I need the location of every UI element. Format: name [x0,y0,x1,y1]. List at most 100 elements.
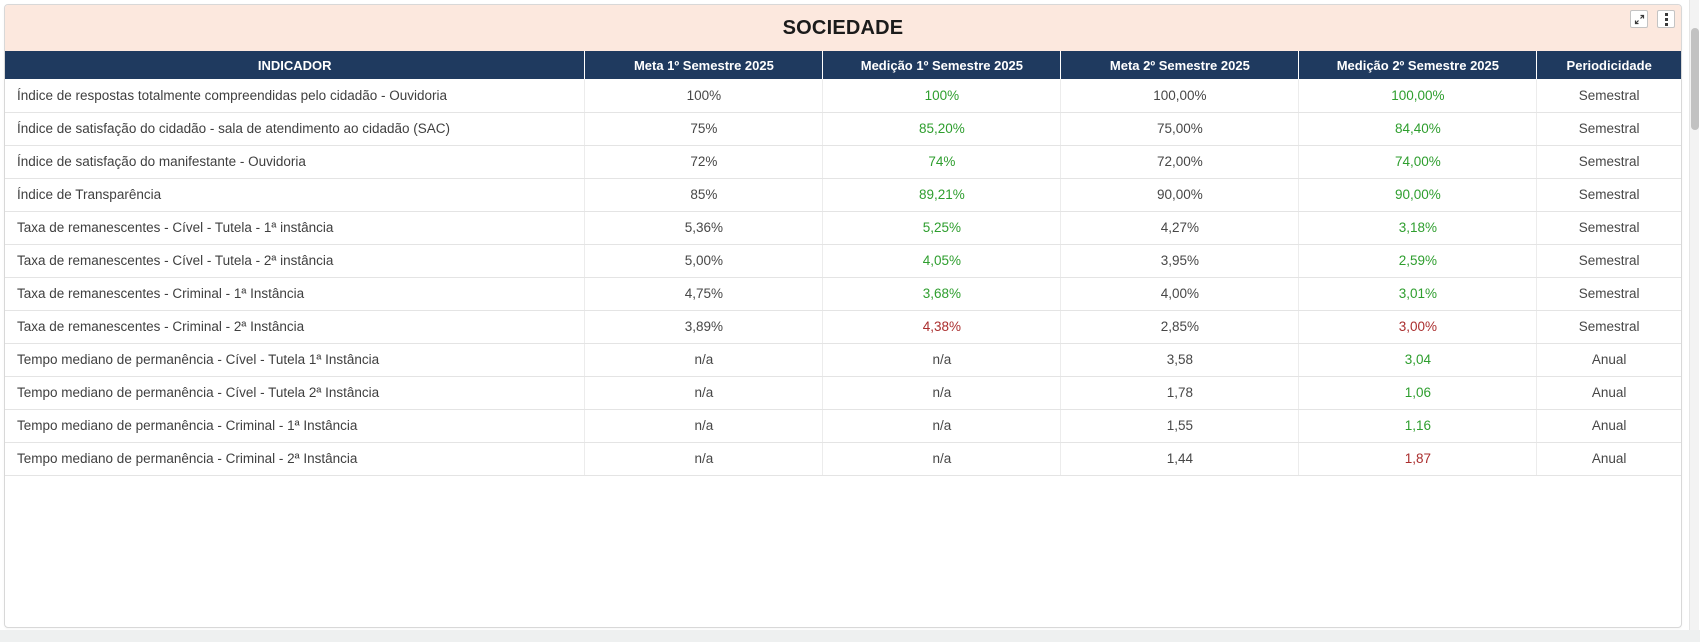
medicao-1-value-cell: 4,38% [822,310,1062,344]
meta-2-value-cell: 3,95% [1060,244,1300,278]
meta-2-value-cell: 4,00% [1060,277,1300,311]
table-row: Taxa de remanescentes - Cível - Tutela -… [5,211,1681,245]
medicao-2-value-cell: 3,04 [1298,343,1538,377]
indicator-name-cell: Tempo mediano de permanência - Cível - T… [5,376,586,410]
medicao-2-value-cell: 84,40% [1298,112,1538,146]
meta-2-value-cell: 75,00% [1060,112,1300,146]
medicao-2-value-cell: 1,16 [1298,409,1538,443]
meta-2-value-cell: 2,85% [1060,310,1300,344]
sociedade-panel: SOCIEDADE [4,4,1682,628]
indicator-name-cell: Taxa de remanescentes - Criminal - 1ª In… [5,277,586,311]
meta-2-value-cell: 1,55 [1060,409,1300,443]
periodicity-cell: Semestral [1536,178,1681,212]
meta-2-value-cell: 3,58 [1060,343,1300,377]
meta-1-value-cell: 72% [584,145,824,179]
indicator-name-cell: Índice de satisfação do manifestante - O… [5,145,586,179]
periodicity-cell: Anual [1536,442,1681,476]
table-row: Tempo mediano de permanência - Cível - T… [5,343,1681,377]
medicao-2-value-cell: 1,06 [1298,376,1538,410]
meta-1-value-cell: n/a [584,409,824,443]
table-row: Índice de satisfação do manifestante - O… [5,145,1681,179]
panel-title: SOCIEDADE [782,16,904,39]
periodicity-cell: Anual [1536,409,1681,443]
indicator-name-cell: Índice de respostas totalmente compreend… [5,79,586,113]
periodicity-cell: Semestral [1536,310,1681,344]
meta-2-value-cell: 90,00% [1060,178,1300,212]
medicao-1-value-cell: 5,25% [822,211,1062,245]
medicao-1-value-cell: n/a [822,343,1062,377]
col-header-meta-2-semestre[interactable]: Meta 2º Semestre 2025 [1060,51,1300,79]
page-bottom-strip [0,630,1700,642]
indicator-name-cell: Índice de satisfação do cidadão - sala d… [5,112,586,146]
meta-2-value-cell: 100,00% [1060,79,1300,113]
table-body: Índice de respostas totalmente compreend… [5,79,1681,476]
menu-button[interactable] [1657,10,1675,28]
meta-1-value-cell: 100% [584,79,824,113]
medicao-1-value-cell: 74% [822,145,1062,179]
meta-1-value-cell: n/a [584,442,824,476]
medicao-2-value-cell: 3,00% [1298,310,1538,344]
indicator-name-cell: Tempo mediano de permanência - Criminal … [5,442,586,476]
medicao-2-value-cell: 2,59% [1298,244,1538,278]
panel-controls [1630,10,1675,28]
table-row: Taxa de remanescentes - Criminal - 2ª In… [5,310,1681,344]
periodicity-cell: Semestral [1536,112,1681,146]
periodicity-cell: Semestral [1536,145,1681,179]
periodicity-cell: Semestral [1536,211,1681,245]
medicao-1-value-cell: 4,05% [822,244,1062,278]
meta-1-value-cell: n/a [584,343,824,377]
meta-1-value-cell: 85% [584,178,824,212]
expand-button[interactable] [1630,10,1648,28]
medicao-2-value-cell: 1,87 [1298,442,1538,476]
meta-2-value-cell: 4,27% [1060,211,1300,245]
table-row: Tempo mediano de permanência - Criminal … [5,442,1681,476]
periodicity-cell: Anual [1536,343,1681,377]
panel-title-bar: SOCIEDADE [5,5,1681,51]
meta-2-value-cell: 1,44 [1060,442,1300,476]
col-header-indicador[interactable]: INDICADOR [5,51,586,79]
medicao-1-value-cell: n/a [822,376,1062,410]
vertical-scrollbar-thumb[interactable] [1691,28,1699,130]
periodicity-cell: Semestral [1536,277,1681,311]
medicao-1-value-cell: n/a [822,442,1062,476]
indicator-name-cell: Taxa de remanescentes - Criminal - 2ª In… [5,310,586,344]
indicator-name-cell: Tempo mediano de permanência - Criminal … [5,409,586,443]
vertical-scrollbar-track[interactable] [1689,0,1699,630]
meta-1-value-cell: 5,00% [584,244,824,278]
medicao-1-value-cell: 89,21% [822,178,1062,212]
table-row: Taxa de remanescentes - Criminal - 1ª In… [5,277,1681,311]
table-row: Índice de Transparência 85% 89,21% 90,00% 90… [5,178,1681,212]
indicators-table: INDICADOR Meta 1º Semestre 2025 Medição … [5,51,1681,476]
meta-2-value-cell: 72,00% [1060,145,1300,179]
medicao-2-value-cell: 90,00% [1298,178,1538,212]
table-row: Tempo mediano de permanência - Cível - T… [5,376,1681,410]
meta-1-value-cell: 4,75% [584,277,824,311]
meta-1-value-cell: n/a [584,376,824,410]
indicator-name-cell: Tempo mediano de permanência - Cível - T… [5,343,586,377]
table-row: Tempo mediano de permanência - Criminal … [5,409,1681,443]
medicao-1-value-cell: 3,68% [822,277,1062,311]
periodicity-cell: Semestral [1536,244,1681,278]
col-header-medicao-1-semestre[interactable]: Medição 1º Semestre 2025 [822,51,1062,79]
meta-1-value-cell: 5,36% [584,211,824,245]
indicator-name-cell: Índice de Transparência [5,178,586,212]
medicao-2-value-cell: 3,18% [1298,211,1538,245]
meta-1-value-cell: 3,89% [584,310,824,344]
periodicity-cell: Semestral [1536,79,1681,113]
medicao-2-value-cell: 100,00% [1298,79,1538,113]
col-header-meta-1-semestre[interactable]: Meta 1º Semestre 2025 [584,51,824,79]
table-row: Índice de respostas totalmente compreend… [5,79,1681,113]
col-header-medicao-2-semestre[interactable]: Medição 2º Semestre 2025 [1298,51,1538,79]
kebab-menu-icon [1664,12,1668,26]
medicao-2-value-cell: 74,00% [1298,145,1538,179]
col-header-periodicidade[interactable]: Periodicidade [1536,51,1681,79]
medicao-1-value-cell: 85,20% [822,112,1062,146]
medicao-1-value-cell: n/a [822,409,1062,443]
indicator-name-cell: Taxa de remanescentes - Cível - Tutela -… [5,244,586,278]
meta-2-value-cell: 1,78 [1060,376,1300,410]
table-header-row: INDICADOR Meta 1º Semestre 2025 Medição … [5,51,1681,79]
periodicity-cell: Anual [1536,376,1681,410]
table-row: Índice de satisfação do cidadão - sala d… [5,112,1681,146]
table-row: Taxa de remanescentes - Cível - Tutela -… [5,244,1681,278]
medicao-2-value-cell: 3,01% [1298,277,1538,311]
